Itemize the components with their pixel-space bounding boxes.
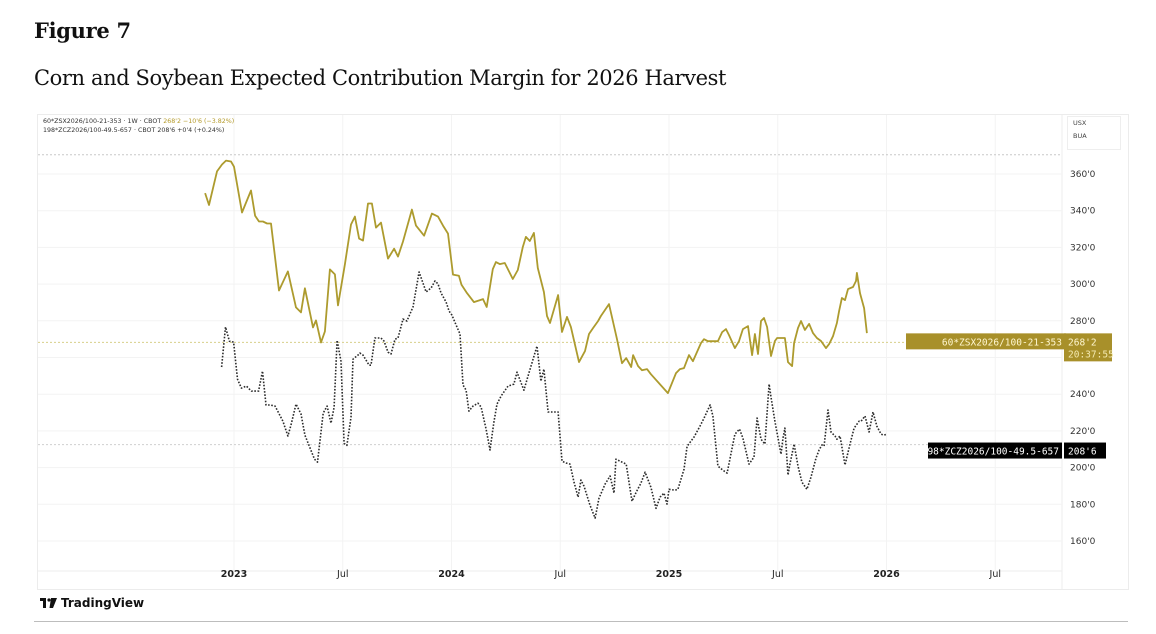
soy-margin-line bbox=[204, 159, 868, 394]
x-axis: 2023 Jul 2024 Jul 2025 Jul 2026 Jul bbox=[221, 569, 1001, 580]
series bbox=[204, 159, 888, 519]
y-tick-label: 200'0 bbox=[1070, 464, 1096, 474]
line-chart[interactable]: 360'0 340'0 320'0 300'0 280'0 240'0 220'0 200'0… bbox=[38, 115, 1128, 589]
x-tick-label: Jul bbox=[989, 569, 1001, 580]
figure-title: Corn and Soybean Expected Contribution M… bbox=[34, 66, 727, 90]
corn-symbol-tag: 198*ZCZ2026/100-49.5-657 bbox=[922, 447, 1059, 458]
legend-soy[interactable]: 60*ZSX2026/100-21-353 · 1W · CBOT 268'2 … bbox=[43, 117, 234, 126]
x-tick-label: 2026 bbox=[873, 569, 900, 580]
legend-corn-change: +0'4 (+0.24%) bbox=[177, 127, 225, 134]
price-tags: 60*ZSX2026/100-21-353 268'220:37:55 198*ZC… bbox=[906, 333, 1114, 459]
y-tick-label: 360'0 bbox=[1070, 170, 1096, 180]
soy-price-tag: 268'2 bbox=[1068, 337, 1097, 348]
corn-symbol-tag-bg bbox=[928, 442, 1062, 459]
unit-label: BUA bbox=[1073, 132, 1087, 140]
legend-corn-price: 208'6 bbox=[157, 127, 176, 134]
corn-price-tag-bg bbox=[1064, 442, 1106, 459]
x-tick-label: Jul bbox=[554, 569, 566, 580]
figure-label: Figure 7 bbox=[34, 18, 131, 43]
y-tick-label: 180'0 bbox=[1070, 500, 1096, 510]
soy-countdown: 20:37:55 bbox=[1068, 349, 1114, 360]
tradingview-logo: TradingView bbox=[40, 596, 144, 610]
corn-price-tag: 208'6 bbox=[1068, 447, 1097, 458]
tradingview-logo-text: TradingView bbox=[61, 596, 145, 610]
legend-soy-change: −10'6 (−3.82%) bbox=[182, 118, 235, 125]
legend-corn[interactable]: 198*ZCZ2026/100-49.5-657 · CBOT 208'6 +0… bbox=[43, 126, 234, 135]
soy-price-tag-bg bbox=[1064, 333, 1112, 362]
reference-lines bbox=[38, 154, 1062, 446]
chart-legend: 60*ZSX2026/100-21-353 · 1W · CBOT 268'2 … bbox=[43, 117, 234, 135]
x-tick-label: 2023 bbox=[221, 569, 247, 580]
corn-margin-line bbox=[220, 271, 888, 519]
y-axis: 360'0 340'0 320'0 300'0 280'0 240'0 220'0 200'0… bbox=[1070, 170, 1096, 547]
y-tick-label: 280'0 bbox=[1070, 317, 1096, 327]
unit-selector[interactable]: USX BUA bbox=[1067, 116, 1121, 150]
y-tick-label: 240'0 bbox=[1070, 390, 1096, 400]
y-tick-label: 160'0 bbox=[1070, 537, 1096, 547]
x-tick-label: 2024 bbox=[438, 569, 465, 580]
x-tick-label: Jul bbox=[771, 569, 783, 580]
x-tick-label: 2025 bbox=[656, 569, 682, 580]
bottom-divider bbox=[34, 621, 1128, 622]
chart-frame: 360'0 340'0 320'0 300'0 280'0 240'0 220'0 200'0… bbox=[37, 114, 1129, 590]
y-tick-label: 320'0 bbox=[1070, 243, 1096, 253]
tradingview-logo-icon bbox=[40, 598, 57, 608]
legend-soy-price: 268'2 bbox=[163, 118, 181, 125]
legend-corn-symbol: 198*ZCZ2026/100-49.5-657 · CBOT bbox=[43, 127, 156, 134]
currency-label: USX bbox=[1073, 119, 1087, 127]
soy-symbol-tag-bg bbox=[906, 333, 1066, 350]
soy-symbol-tag: 60*ZSX2026/100-21-353 bbox=[942, 337, 1062, 348]
legend-soy-symbol: 60*ZSX2026/100-21-353 · 1W · CBOT bbox=[43, 118, 162, 125]
y-tick-label: 300'0 bbox=[1070, 280, 1096, 290]
y-tick-label: 340'0 bbox=[1070, 207, 1096, 217]
x-tick-label: Jul bbox=[336, 569, 348, 580]
grid bbox=[38, 115, 1063, 589]
y-tick-label: 220'0 bbox=[1070, 427, 1096, 437]
